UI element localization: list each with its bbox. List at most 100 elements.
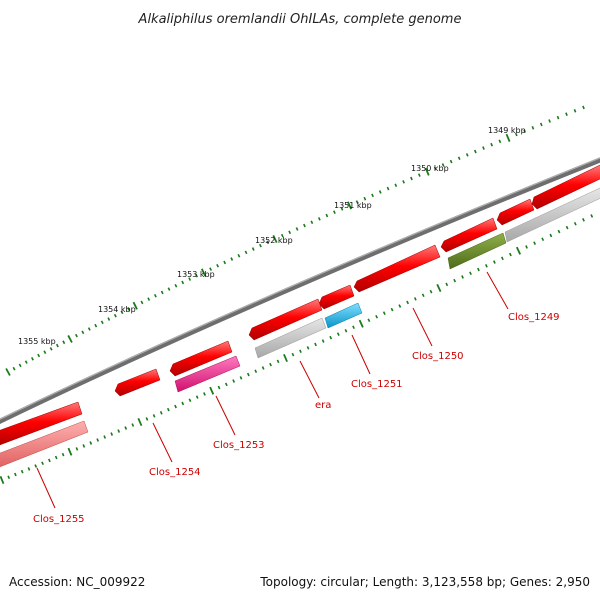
inner-ring-minor-tick	[445, 282, 449, 287]
inner-ring-minor-tick	[291, 352, 295, 357]
cds-arrow[interactable]	[496, 198, 535, 226]
outer-ring-minor-tick	[457, 156, 461, 161]
inner-ring-minor-tick	[181, 401, 185, 406]
inner-ring-minor-tick	[110, 432, 114, 436]
outer-ring-minor-tick	[441, 163, 445, 167]
feature-salmon-1255[interactable]	[0, 420, 89, 468]
scale-label-1355: 1355 kbp	[18, 337, 56, 346]
gene-label-clos-1251: Clos_1251	[351, 379, 403, 390]
outer-ring-minor-tick	[386, 186, 390, 191]
feature-cyan-1251[interactable]	[324, 302, 363, 329]
outer-ring-major-tick	[424, 167, 430, 176]
outer-ring-minor-tick	[548, 119, 551, 123]
outer-tick-ring	[5, 105, 585, 376]
outer-ring-minor-tick	[371, 193, 374, 198]
outer-ring-minor-tick	[223, 260, 227, 265]
cds-arrow[interactable]	[114, 368, 161, 397]
outer-ring-minor-tick	[259, 243, 262, 248]
outer-ring-minor-tick	[565, 112, 568, 116]
inner-ring-major-tick	[209, 386, 215, 395]
outer-ring-minor-tick	[433, 166, 437, 171]
outer-ring-major-tick	[67, 334, 73, 343]
inner-ring-major-tick	[436, 284, 442, 292]
outer-ring-minor-tick	[18, 363, 22, 368]
cds-arrow[interactable]	[248, 298, 323, 341]
cds-arrow[interactable]	[353, 244, 441, 293]
cds-arrow[interactable]	[0, 401, 83, 446]
outer-ring-minor-tick	[573, 109, 577, 113]
outer-ring-major-tick	[347, 201, 353, 210]
outer-ring-minor-tick	[582, 105, 585, 110]
outer-ring-major-tick	[5, 368, 11, 376]
inner-ring-minor-tick	[276, 359, 280, 364]
inner-ring-minor-tick	[453, 278, 457, 283]
outer-ring-major-tick	[200, 268, 207, 277]
scale-label-1351: 1351 kbp	[334, 201, 372, 210]
inner-ring-minor-tick	[239, 376, 243, 380]
outer-ring-minor-tick	[325, 213, 329, 218]
inner-ring-minor-tick	[306, 346, 310, 350]
inner-ring-minor-tick	[582, 218, 585, 222]
outer-ring-minor-tick	[120, 310, 124, 315]
feature-olive-1249[interactable]	[447, 232, 507, 270]
outer-ring-minor-tick	[523, 129, 526, 133]
outer-ring-minor-tick	[113, 313, 117, 318]
cds-track	[0, 164, 600, 446]
outer-ring-minor-tick	[251, 247, 255, 251]
gene-label-clos-1249: Clos_1249	[508, 312, 560, 323]
inner-ring-minor-tick	[413, 297, 417, 301]
outer-ring-minor-tick	[482, 146, 485, 150]
gene-label-era: era	[315, 400, 331, 411]
scale-label-1354: 1354 kbp	[98, 305, 136, 314]
feature-grey-era[interactable]	[254, 317, 327, 359]
inner-ring-minor-tick	[103, 435, 107, 439]
outer-ring-minor-tick	[449, 159, 453, 164]
inner-ring-minor-tick	[352, 325, 355, 330]
outer-ring-minor-tick	[378, 190, 382, 194]
outer-ring-minor-tick	[62, 340, 66, 345]
scale-label-1352: 1352 kbp	[255, 236, 293, 245]
outer-ring-minor-tick	[498, 139, 502, 144]
inner-ring-minor-tick	[429, 289, 433, 294]
inner-ring-minor-tick	[131, 423, 135, 427]
inner-ring-minor-tick	[299, 349, 302, 354]
cds-arrow[interactable]	[440, 217, 498, 253]
outer-ring-minor-tick	[295, 227, 299, 231]
inner-ring-minor-tick	[61, 452, 65, 457]
inner-ring-minor-tick	[390, 307, 394, 312]
feature-pink-1253[interactable]	[174, 355, 241, 393]
feature-grey-1249[interactable]	[504, 187, 600, 243]
outer-ring-minor-tick	[49, 347, 53, 351]
inner-ring-minor-tick	[124, 426, 128, 430]
cds-arrow[interactable]	[318, 284, 355, 310]
inner-ring-minor-tick	[20, 469, 24, 474]
inner-ring-minor-tick	[188, 398, 192, 403]
inner-ring-major-tick	[515, 246, 522, 255]
inner-ring-minor-tick	[421, 293, 425, 298]
inner-ring-minor-tick	[145, 417, 149, 421]
outer-ring-minor-tick	[531, 126, 535, 130]
inner-ring-minor-tick	[398, 304, 402, 308]
inner-ring-minor-tick	[508, 252, 512, 257]
outer-ring-minor-tick	[55, 343, 59, 348]
cds-arrow[interactable]	[169, 340, 233, 377]
outer-ring-minor-tick	[539, 122, 543, 127]
outer-ring-minor-tick	[303, 223, 306, 228]
outer-ring-minor-tick	[153, 293, 157, 298]
inner-ring-minor-tick	[477, 267, 480, 272]
inner-ring-minor-tick	[321, 339, 325, 343]
inner-ring-minor-tick	[54, 455, 58, 460]
outer-ring-minor-tick	[216, 263, 220, 268]
outer-ring-minor-tick	[127, 307, 131, 311]
inner-ring-major-tick	[358, 319, 364, 328]
outer-ring-minor-tick	[209, 267, 213, 271]
outer-ring-major-tick	[132, 301, 138, 310]
inner-ring-minor-tick	[224, 382, 228, 387]
genome-backbone-highlight	[0, 157, 600, 420]
outer-ring-minor-tick	[244, 250, 248, 255]
inner-ring-major-tick	[0, 475, 5, 485]
inner-ring-minor-tick	[27, 467, 31, 471]
inner-ring-minor-tick	[14, 472, 17, 477]
inner-ring-major-tick	[67, 447, 73, 456]
inner-ring-minor-tick	[117, 429, 121, 433]
